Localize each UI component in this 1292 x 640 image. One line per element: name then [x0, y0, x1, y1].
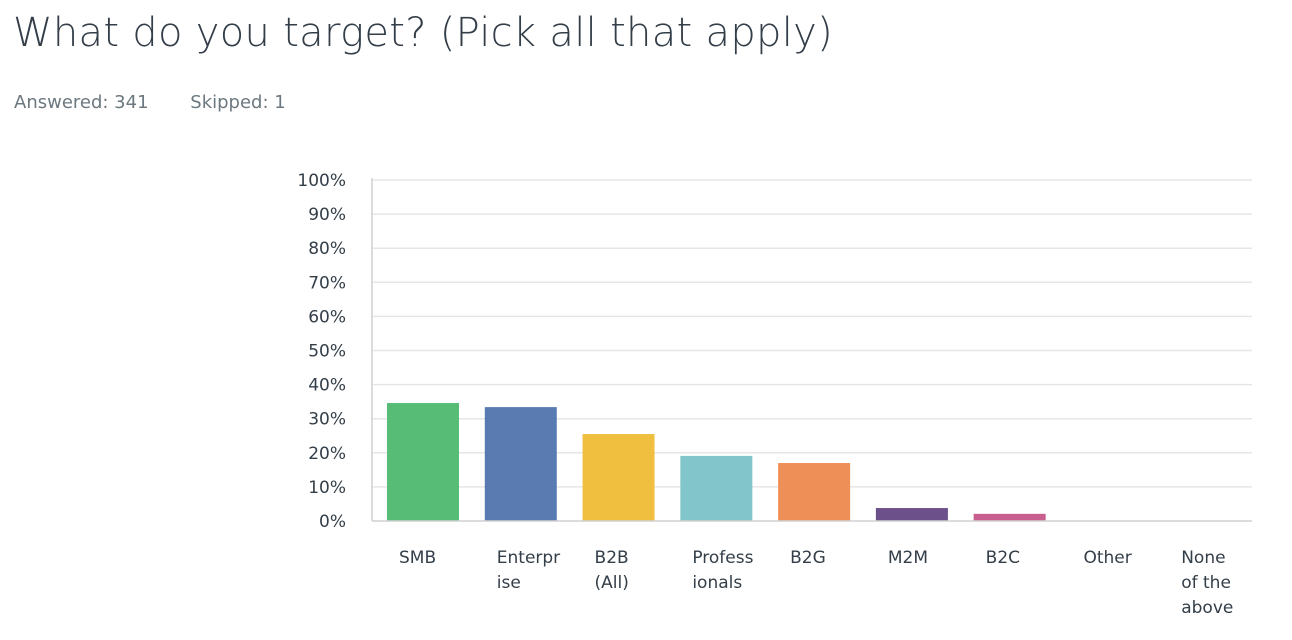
- category-label: Other: [1083, 548, 1131, 568]
- bar: [875, 508, 948, 521]
- category-label: B2C: [986, 548, 1020, 568]
- category-label: Enterpr ise: [497, 548, 560, 593]
- y-axis-tick-labels: 0% 10% 20% 30% 40% 50% 60% 70% 80% 90% 100%: [297, 171, 346, 532]
- bar: [680, 455, 753, 521]
- question-title: What do you target? (Pick all that apply…: [13, 10, 833, 56]
- bars: [387, 403, 1046, 521]
- y-tick-label: 70%: [308, 273, 346, 293]
- y-tick-label: 10%: [308, 478, 346, 498]
- bar: [582, 434, 655, 521]
- y-tick-label: 50%: [308, 342, 346, 362]
- y-tick-label: 90%: [308, 205, 346, 225]
- axes: [371, 178, 1252, 522]
- y-tick-label: 0%: [319, 512, 346, 532]
- category-label: None of the above: [1181, 548, 1233, 618]
- y-tick-label: 20%: [308, 444, 346, 464]
- y-tick-label: 80%: [308, 239, 346, 259]
- skipped-count: Skipped: 1: [190, 92, 286, 113]
- bar: [973, 513, 1046, 521]
- category-label: B2B (All): [595, 548, 629, 593]
- category-label: B2G: [790, 548, 826, 568]
- y-tick-label: 100%: [297, 171, 346, 191]
- bar: [387, 403, 459, 521]
- category-label: SMB: [399, 548, 436, 568]
- y-tick-label: 30%: [308, 410, 346, 430]
- bar: [778, 463, 851, 521]
- response-stats: Answered: 341 Skipped: 1: [14, 92, 286, 113]
- category-labels: SMB Enterpr ise B2B (All) Profess ionals B2G M2M…: [399, 548, 1233, 618]
- answered-count: Answered: 341: [14, 92, 149, 113]
- category-label: Profess ionals: [692, 548, 753, 593]
- bar: [484, 407, 557, 521]
- category-label: M2M: [888, 548, 928, 568]
- y-tick-label: 60%: [308, 307, 346, 327]
- y-tick-label: 40%: [308, 376, 346, 396]
